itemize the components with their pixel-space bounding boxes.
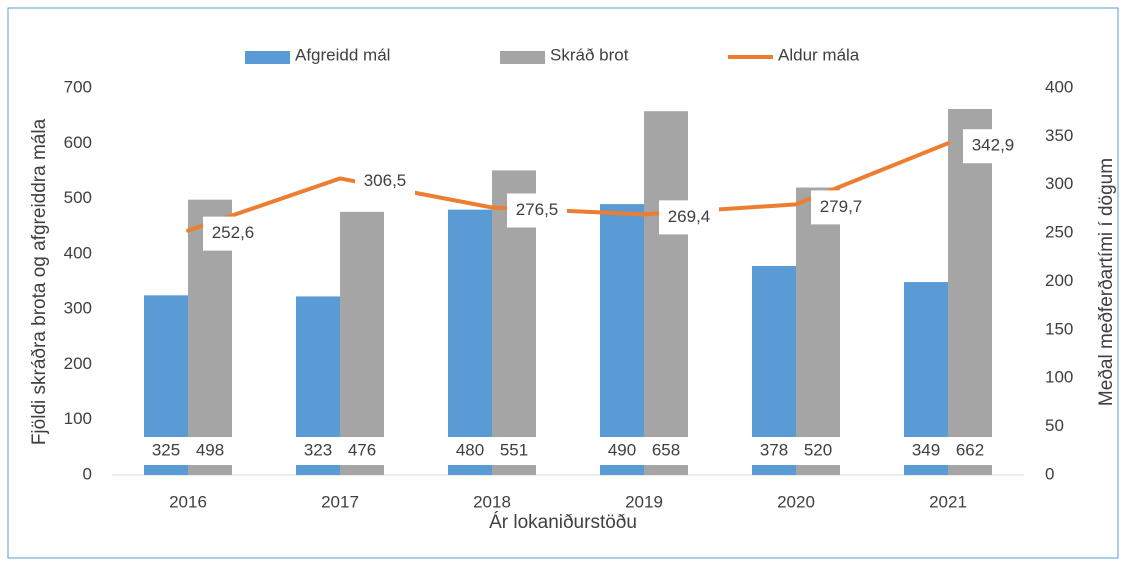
y-tick-label: 0 [83, 464, 92, 483]
label-box [492, 437, 536, 465]
label-box [963, 129, 1023, 164]
line-value-label: 276,5 [516, 200, 559, 219]
x-tick-label: 2021 [929, 492, 967, 511]
x-tick-label: 2018 [473, 492, 511, 511]
y2-tick-label: 0 [1045, 464, 1054, 483]
y2-tick-label: 150 [1045, 319, 1073, 338]
legend-label: Aldur mála [778, 45, 860, 64]
bar-value-label: 378 [760, 440, 788, 459]
x-tick-label: 2016 [169, 492, 207, 511]
y-tick-label: 600 [64, 133, 92, 152]
y2-tick-label: 400 [1045, 77, 1073, 96]
y2-tick-label: 350 [1045, 126, 1073, 145]
y-tick-label: 500 [64, 188, 92, 207]
line-value-label: 279,7 [820, 197, 863, 216]
bar [600, 204, 644, 475]
x-tick-label: 2019 [625, 492, 663, 511]
label-box [796, 437, 840, 465]
y-tick-label: 200 [64, 354, 92, 373]
x-tick-label: 2020 [777, 492, 815, 511]
label-box [144, 437, 188, 465]
bar-value-label: 490 [608, 440, 636, 459]
bar-value-label: 325 [152, 440, 180, 459]
label-box [659, 200, 719, 235]
label-box [340, 437, 384, 465]
bar [948, 109, 992, 475]
y-tick-label: 300 [64, 299, 92, 318]
line-value-label: 342,9 [972, 136, 1015, 155]
bar-value-label: 323 [304, 440, 332, 459]
label-box [600, 437, 644, 465]
label-box [355, 164, 415, 199]
y2-tick-label: 250 [1045, 223, 1073, 242]
y-tick-label: 700 [64, 77, 92, 96]
y2-axis-title: Meðal meðferðartími í dögum [1096, 158, 1117, 406]
bar-value-label: 480 [456, 440, 484, 459]
bar-value-label: 498 [196, 440, 224, 459]
y2-tick-label: 50 [1045, 416, 1064, 435]
legend-label: Afgreidd mál [295, 45, 390, 64]
x-axis-title: Ár lokaniðurstöðu [489, 512, 637, 533]
bar [340, 211, 384, 475]
bar-value-label: 658 [652, 440, 680, 459]
label-box [644, 437, 688, 465]
label-box [188, 437, 232, 465]
line-value-label: 269,4 [668, 207, 711, 226]
y2-tick-label: 100 [1045, 368, 1073, 387]
label-box [203, 216, 263, 251]
bar-value-label: 520 [804, 440, 832, 459]
legend-swatch [500, 51, 545, 64]
y-tick-label: 100 [64, 409, 92, 428]
label-box [948, 437, 992, 465]
line-value-label: 306,5 [364, 171, 407, 190]
bar-value-label: 349 [912, 440, 940, 459]
y-axis-title: Fjöldi skráðra brota og afgreiddra mála [29, 118, 50, 445]
bar-value-label: 476 [348, 440, 376, 459]
label-box [507, 193, 567, 228]
label-box [448, 437, 492, 465]
bar-value-label: 662 [956, 440, 984, 459]
bar [448, 209, 492, 475]
label-box [811, 190, 871, 225]
label-box [296, 437, 340, 465]
y2-tick-label: 200 [1045, 271, 1073, 290]
legend-swatch [245, 51, 290, 64]
bar [796, 187, 840, 475]
x-tick-label: 2017 [321, 492, 359, 511]
y-tick-label: 400 [64, 243, 92, 262]
label-box [752, 437, 796, 465]
bar-value-label: 551 [500, 440, 528, 459]
y2-tick-label: 300 [1045, 174, 1073, 193]
legend-label: Skráð brot [550, 45, 629, 64]
line-value-label: 252,6 [212, 223, 255, 242]
bar [644, 111, 688, 475]
label-box [904, 437, 948, 465]
